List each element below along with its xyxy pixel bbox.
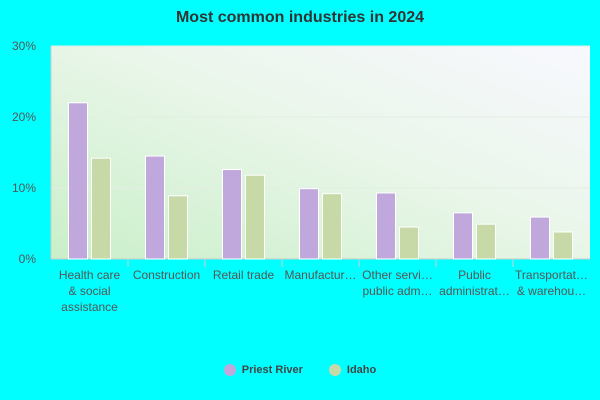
bar-idaho — [553, 231, 573, 260]
y-tick-label: 30% — [12, 39, 36, 53]
y-tick-label: 20% — [12, 110, 36, 124]
x-tick-label: Construction — [133, 268, 200, 282]
legend-label-idaho: Idaho — [346, 364, 377, 376]
bar-idaho — [322, 193, 342, 260]
bar-priest-river — [376, 192, 396, 260]
bar-priest-river — [453, 212, 473, 260]
x-tick-label: Transportat… & warehou… — [515, 268, 588, 298]
bar-priest-river — [299, 188, 319, 260]
chart-title: Most common industries in 2024 — [175, 9, 425, 26]
y-tick-label: 0% — [19, 252, 37, 266]
legend-item-priest-river[interactable]: Priest River — [223, 364, 303, 376]
bar-idaho — [399, 226, 419, 260]
bar-idaho — [91, 157, 111, 260]
bar-priest-river — [145, 155, 165, 260]
y-tick-label: 10% — [12, 181, 36, 195]
bar-priest-river — [222, 169, 242, 260]
x-tick-label: Retail trade — [213, 268, 275, 282]
bar-priest-river — [68, 102, 88, 260]
legend-swatch-priest-river — [223, 364, 236, 376]
bar-idaho — [168, 195, 188, 260]
x-tick-label: Other servi… public adm… — [362, 268, 433, 298]
x-tick-label: Manufactur… — [284, 268, 356, 282]
x-tick-label: Public administrat… — [439, 268, 510, 298]
legend-swatch-idaho — [328, 364, 341, 376]
legend-label-priest-river: Priest River — [241, 364, 303, 376]
bar-idaho — [245, 174, 265, 260]
legend: Priest River Idaho — [0, 364, 600, 376]
bar-idaho — [476, 223, 496, 260]
plot-background — [51, 46, 590, 259]
x-tick-label: Health care & social assistance — [59, 268, 121, 314]
bar-priest-river — [530, 216, 550, 260]
legend-item-idaho[interactable]: Idaho — [328, 364, 377, 376]
